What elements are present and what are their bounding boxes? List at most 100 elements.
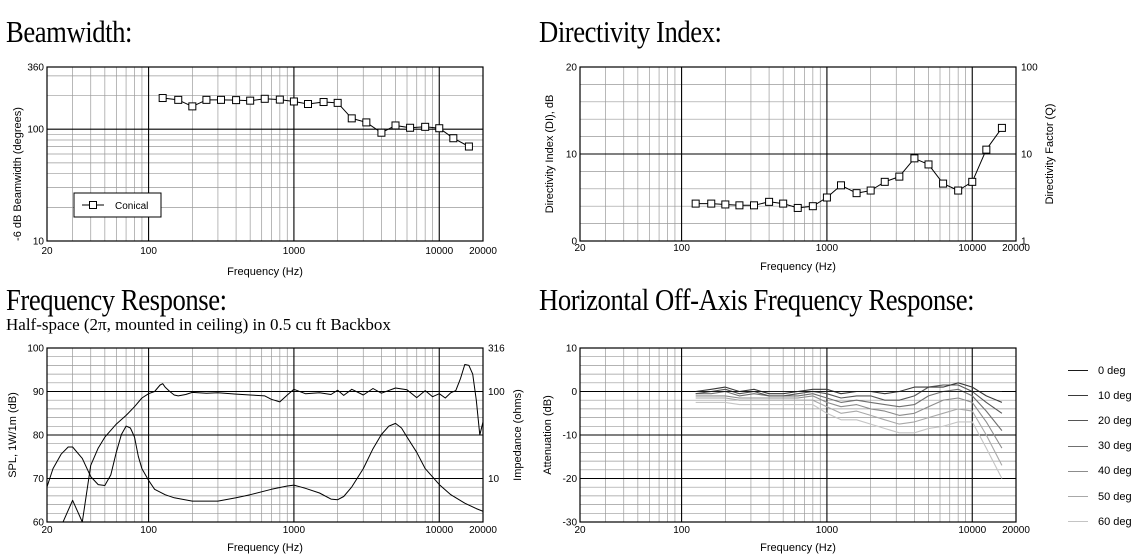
frequency-response-chart: 20 100 1000 10000 20000 100 90 80 70 60 316 100 10 Fr…: [7, 344, 524, 555]
directivity-data-point: [779, 199, 788, 208]
beamwidth-data-point: [260, 94, 269, 103]
off-axis-x-tick-label: 100: [673, 525, 690, 536]
directivity-y-tick-label: 0: [571, 237, 577, 248]
directivity-data-point: [954, 186, 963, 195]
directivity-y2-axis-label: Directivity Factor (Q): [1044, 104, 1056, 205]
frequency-response-x-tick-label: 100: [140, 525, 157, 536]
frequency-response-heading: Frequency Response:: [6, 282, 227, 317]
beamwidth-data-point: [319, 98, 328, 107]
off-axis-legend-swatch: [1068, 420, 1088, 422]
off-axis-y-axis-label: Attenuation (dB): [542, 395, 554, 475]
beamwidth-data-point: [464, 142, 473, 151]
frequency-response-y-axis-label: SPL, 1W/1m (dB): [7, 392, 19, 478]
beamwidth-x-axis-label: Frequency (Hz): [227, 266, 303, 278]
frequency-response-y2-axis-label: Impedance (ohms): [512, 389, 524, 481]
beamwidth-x-tick-label: 20000: [469, 246, 497, 257]
beamwidth-x-tick-label: 10000: [425, 246, 453, 257]
directivity-x-tick-label: 10000: [958, 243, 986, 254]
beamwidth-data-point: [246, 96, 255, 105]
frequency-response-x-tick-label: 1000: [283, 525, 306, 536]
off-axis-plot-frame: [579, 347, 1017, 523]
frequency-response-spl-line: [62, 364, 483, 522]
beamwidth-data-point: [391, 121, 400, 130]
off-axis-legend-label: 0 deg: [1098, 364, 1126, 377]
off-axis-x-tick-label: 1000: [816, 525, 839, 536]
off-axis-y-tick-label: 10: [566, 344, 578, 355]
beamwidth-legend-swatch-marker: [89, 201, 97, 209]
directivity-data-point: [880, 177, 889, 186]
directivity-data-point: [735, 201, 744, 210]
frequency-response-y-tick-label: 60: [33, 518, 45, 529]
directivity-data-point: [982, 145, 991, 154]
beamwidth-data-point: [304, 100, 313, 109]
beamwidth-plot-frame: [46, 66, 484, 242]
beamwidth-x-tick-label: 1000: [283, 246, 306, 257]
beamwidth-data-point: [217, 95, 226, 104]
directivity-data-point: [808, 202, 817, 211]
off-axis-legend-label: 60 deg: [1098, 515, 1132, 528]
off-axis-heading: Horizontal Off-Axis Frequency Response:: [539, 282, 975, 317]
off-axis-series-line: [695, 397, 1003, 466]
off-axis-chart: 20 100 1000 10000 20000100-10-20-30Frequency…: [542, 344, 1030, 555]
frequency-response-plot-frame: [46, 347, 484, 523]
beamwidth-data-point: [362, 118, 371, 127]
beamwidth-legend-label: Conical: [115, 201, 148, 212]
beamwidth-x-tick-label: 20: [41, 246, 53, 257]
off-axis-y-tick-label: -30: [563, 518, 578, 529]
directivity-data-point: [910, 154, 919, 163]
beamwidth-x-tick-label: 100: [140, 246, 157, 257]
directivity-y-tick-label: 10: [566, 150, 578, 161]
off-axis-legend-swatch: [1068, 445, 1088, 447]
beamwidth-data-point: [449, 134, 458, 143]
frequency-response-y-tick-label: 70: [33, 474, 45, 485]
frequency-response-subtitle: Half-space (2π, mounted in ceiling) in 0…: [6, 315, 391, 334]
directivity-y-tick-label: 20: [566, 63, 578, 74]
off-axis-legend-item: 30 deg: [1068, 434, 1143, 459]
frequency-response-y2-tick-label: 10: [488, 474, 500, 485]
directivity-y2-tick-label: 1: [1021, 237, 1027, 248]
beamwidth-data-point: [347, 114, 356, 123]
off-axis-y-tick-label: 0: [571, 387, 577, 398]
directivity-data-point: [822, 193, 831, 202]
beamwidth-data-point: [158, 94, 167, 103]
frequency-response-y-tick-label: 90: [33, 387, 45, 398]
off-axis-legend-label: 40 deg: [1098, 465, 1132, 478]
beamwidth-chart: 20 100 1000 10000 20000 360 100 10 Frequency (Hz…: [12, 63, 497, 279]
off-axis-y-tick-label: -10: [563, 431, 578, 442]
off-axis-series-line: [695, 395, 1003, 449]
off-axis-legend-label: 20 deg: [1098, 414, 1132, 427]
frequency-response-y2-tick-label: 100: [488, 387, 505, 398]
off-axis-legend-swatch: [1068, 470, 1088, 472]
directivity-data-point: [765, 197, 774, 206]
frequency-response-x-tick-label: 20000: [469, 525, 497, 536]
off-axis-legend: 0 deg 10 deg 20 deg 30 deg 40 deg 50 deg 60 de…: [1068, 358, 1143, 534]
beamwidth-data-point: [377, 128, 386, 137]
beamwidth-y-axis-label: -6 dB Beamwidth (degrees): [12, 107, 24, 241]
off-axis-y-tick-label: -20: [563, 474, 578, 485]
directivity-x-tick-label: 20: [574, 243, 586, 254]
beamwidth-y-tick-label: 100: [27, 125, 44, 136]
off-axis-legend-item: 50 deg: [1068, 484, 1143, 509]
beamwidth-data-point: [435, 124, 444, 133]
off-axis-legend-item: 20 deg: [1068, 408, 1143, 433]
directivity-data-point: [852, 189, 861, 198]
off-axis-x-tick-label: 20: [574, 525, 586, 536]
off-axis-series-line: [695, 401, 1003, 479]
directivity-data-point: [793, 203, 802, 212]
off-axis-x-tick-label: 10000: [958, 525, 986, 536]
directivity-data-point: [924, 160, 933, 169]
off-axis-legend-swatch: [1068, 395, 1088, 397]
off-axis-x-tick-label: 20000: [1002, 525, 1030, 536]
off-axis-legend-label: 10 deg: [1098, 389, 1132, 402]
directivity-y2-tick-label: 100: [1021, 63, 1038, 74]
directivity-data-point: [721, 200, 730, 209]
beamwidth-y-tick-label: 360: [27, 63, 44, 74]
beamwidth-y-tick-label: 10: [33, 237, 45, 248]
off-axis-legend-label: 50 deg: [1098, 490, 1132, 503]
directivity-x-tick-label: 100: [673, 243, 690, 254]
beamwidth-data-point: [333, 98, 342, 107]
directivity-y2-tick-label: 10: [1021, 150, 1033, 161]
off-axis-legend-item: 10 deg: [1068, 383, 1143, 408]
beamwidth-data-point: [188, 102, 197, 111]
